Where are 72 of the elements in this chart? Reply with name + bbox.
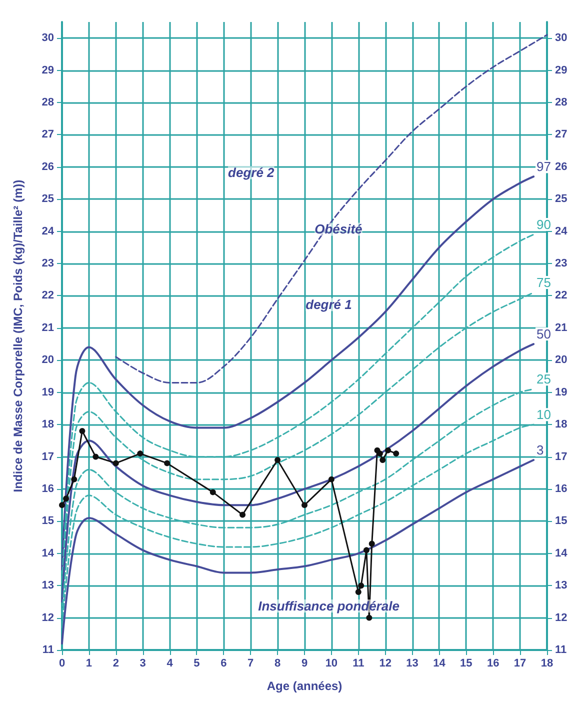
- x-tick-label: 12: [379, 658, 392, 670]
- y-tick-label: 11: [42, 644, 54, 656]
- x-tick-label: 1: [86, 658, 92, 670]
- y2-tick-label: 25: [555, 193, 568, 206]
- y-tick-label: 22: [42, 290, 54, 302]
- y-axis-title: Indice de Masse Corporelle (IMC, Poids (kg)/Taille² (m)): [11, 180, 25, 492]
- y-tick-label: 17: [42, 450, 54, 463]
- annotation: degré 2: [228, 165, 276, 180]
- y-tick-label: 27: [42, 128, 54, 141]
- y2-tick-label: 13: [555, 580, 568, 592]
- y2-tick-label: 24: [555, 225, 568, 238]
- x-tick-label: 5: [194, 658, 200, 670]
- x-tick-label: 11: [352, 658, 364, 670]
- x-tick-label: 8: [274, 658, 281, 670]
- x-tick-label: 4: [166, 658, 174, 670]
- y2-tick-label: 20: [555, 354, 568, 366]
- y-tick-label: 18: [42, 418, 54, 431]
- y-tick-label: 16: [42, 482, 54, 495]
- y-tick-label: 29: [42, 64, 54, 76]
- x-tick-label: 2: [112, 658, 119, 670]
- y2-tick-label: 29: [555, 64, 568, 76]
- y-tick-label: 12: [42, 612, 54, 624]
- series-label: 97: [536, 159, 551, 174]
- y2-tick-label: 17: [555, 450, 568, 463]
- series-label: 3: [536, 442, 544, 458]
- y-tick-label: 20: [42, 354, 54, 366]
- x-tick-label: 10: [325, 658, 338, 670]
- x-tick-label: 13: [406, 658, 418, 670]
- y2-tick-label: 18: [555, 418, 568, 431]
- y-tick-label: 25: [42, 193, 54, 206]
- y2-tick-label: 15: [555, 515, 568, 528]
- series-label: 10: [536, 407, 551, 422]
- y-tick-label: 24: [42, 225, 55, 238]
- x-tick-label: 7: [248, 658, 254, 670]
- x-tick-label: 16: [486, 658, 500, 670]
- series-label: 50: [536, 326, 551, 342]
- annotation: Obésité: [314, 222, 362, 237]
- y-tick-label: 19: [42, 386, 54, 398]
- y-tick-label: 21: [42, 322, 54, 334]
- x-tick-label: 15: [460, 658, 472, 670]
- y-tick-label: 13: [42, 580, 54, 592]
- x-tick-label: 18: [540, 658, 554, 670]
- y-tick-label: 14: [42, 547, 55, 560]
- y2-tick-label: 16: [555, 482, 568, 495]
- y2-tick-label: 11: [555, 644, 567, 656]
- annotation: Insuffisance pondérale: [258, 598, 400, 614]
- series-label: 25: [536, 372, 551, 387]
- x-tick-label: 17: [514, 658, 526, 670]
- x-tick-label: 9: [301, 658, 308, 670]
- annotation: degré 1: [306, 297, 352, 312]
- y2-tick-label: 22: [555, 290, 568, 302]
- y2-tick-label: 12: [555, 612, 568, 624]
- y2-tick-label: 14: [555, 547, 568, 560]
- y2-tick-label: 28: [555, 96, 568, 109]
- y2-tick-label: 23: [555, 258, 568, 270]
- x-tick-label: 3: [140, 658, 146, 670]
- y-tick-label: 15: [42, 515, 54, 528]
- series-label: 75: [536, 275, 551, 290]
- series-label: 90: [536, 217, 551, 232]
- x-axis-title: Age (années): [266, 679, 342, 693]
- y-tick-label: 30: [42, 32, 54, 44]
- x-tick-label: 14: [433, 658, 446, 670]
- y2-tick-label: 19: [555, 386, 568, 398]
- x-tick-label: 0: [58, 658, 66, 670]
- y-tick-label: 28: [42, 96, 54, 109]
- y-tick-label: 26: [42, 160, 54, 173]
- y2-tick-label: 21: [555, 322, 568, 334]
- y2-tick-label: 27: [555, 128, 568, 141]
- y2-tick-label: 26: [555, 160, 568, 173]
- y-tick-label: 23: [42, 258, 54, 270]
- x-tick-label: 6: [220, 658, 227, 670]
- y2-tick-label: 30: [555, 32, 568, 44]
